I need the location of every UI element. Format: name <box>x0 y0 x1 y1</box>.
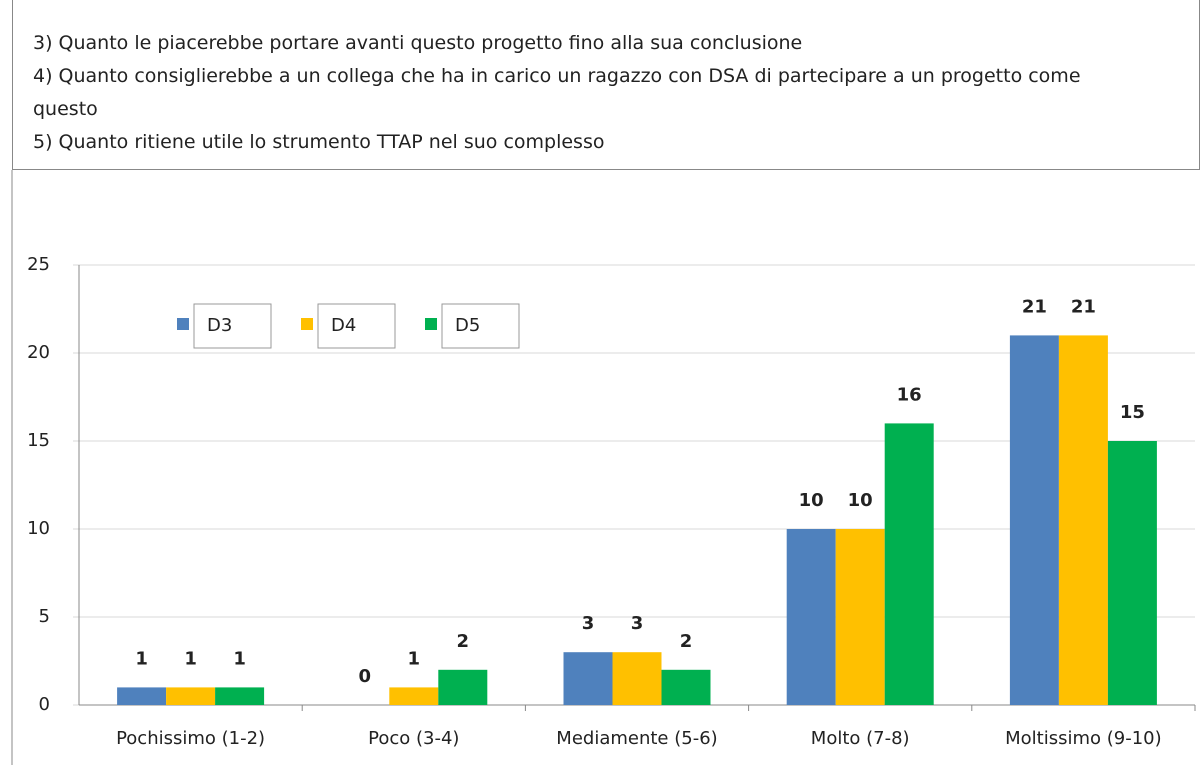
y-tick-label: 10 <box>27 518 50 539</box>
bar <box>612 652 662 705</box>
bar <box>835 529 885 705</box>
value-label: 1 <box>233 648 246 669</box>
value-label: 1 <box>408 648 421 669</box>
y-tick-label: 20 <box>27 342 50 363</box>
legend-swatch <box>301 318 313 330</box>
bar <box>884 423 934 705</box>
bar <box>166 687 216 705</box>
bar <box>661 669 711 705</box>
bar <box>1058 335 1108 705</box>
value-label: 3 <box>631 613 644 634</box>
bar <box>438 669 488 705</box>
value-label: 21 <box>1071 296 1096 317</box>
value-label: 2 <box>457 631 470 652</box>
legend-label: D5 <box>455 315 480 336</box>
bar <box>1009 335 1059 705</box>
legend-swatch <box>177 318 189 330</box>
value-label: 2 <box>680 631 693 652</box>
legend-box <box>193 303 272 349</box>
value-label: 16 <box>897 384 922 405</box>
x-tick-label: Mediamente (5-6) <box>556 728 717 749</box>
value-label: 1 <box>135 648 148 669</box>
y-tick-label: 0 <box>39 694 50 715</box>
legend-box <box>317 303 396 349</box>
legend-label: D3 <box>207 315 232 336</box>
note: 5) Quanto ritiene utile lo strumento TTA… <box>33 131 605 153</box>
note: 3) Quanto le piacerebbe portare avanti q… <box>33 32 803 54</box>
y-tick-label: 25 <box>27 254 50 275</box>
value-label: 0 <box>359 666 372 687</box>
x-tick-label: Poco (3-4) <box>368 728 459 749</box>
value-label: 3 <box>582 613 595 634</box>
y-tick-label: 5 <box>39 606 50 627</box>
note: 4) Quanto consiglierebbe a un collega ch… <box>33 65 1081 120</box>
bar <box>389 687 439 705</box>
bar <box>215 687 265 705</box>
y-tick-label: 15 <box>27 430 50 451</box>
bar <box>117 687 167 705</box>
value-label: 10 <box>799 490 824 511</box>
value-label: 21 <box>1022 296 1047 317</box>
bar <box>1107 441 1157 705</box>
legend-swatch <box>425 318 437 330</box>
legend-label: D4 <box>331 315 356 336</box>
x-tick-label: Moltissimo (9-10) <box>1005 728 1162 749</box>
legend-box <box>441 303 520 349</box>
x-tick-label: Pochissimo (1-2) <box>116 728 265 749</box>
value-label: 15 <box>1120 402 1145 423</box>
bar <box>563 652 613 705</box>
value-label: 1 <box>184 648 197 669</box>
bar <box>786 529 836 705</box>
value-label: 10 <box>848 490 873 511</box>
notes-box: 3) Quanto le piacerebbe portare avanti q… <box>12 0 1200 170</box>
x-tick-label: Molto (7-8) <box>811 728 910 749</box>
